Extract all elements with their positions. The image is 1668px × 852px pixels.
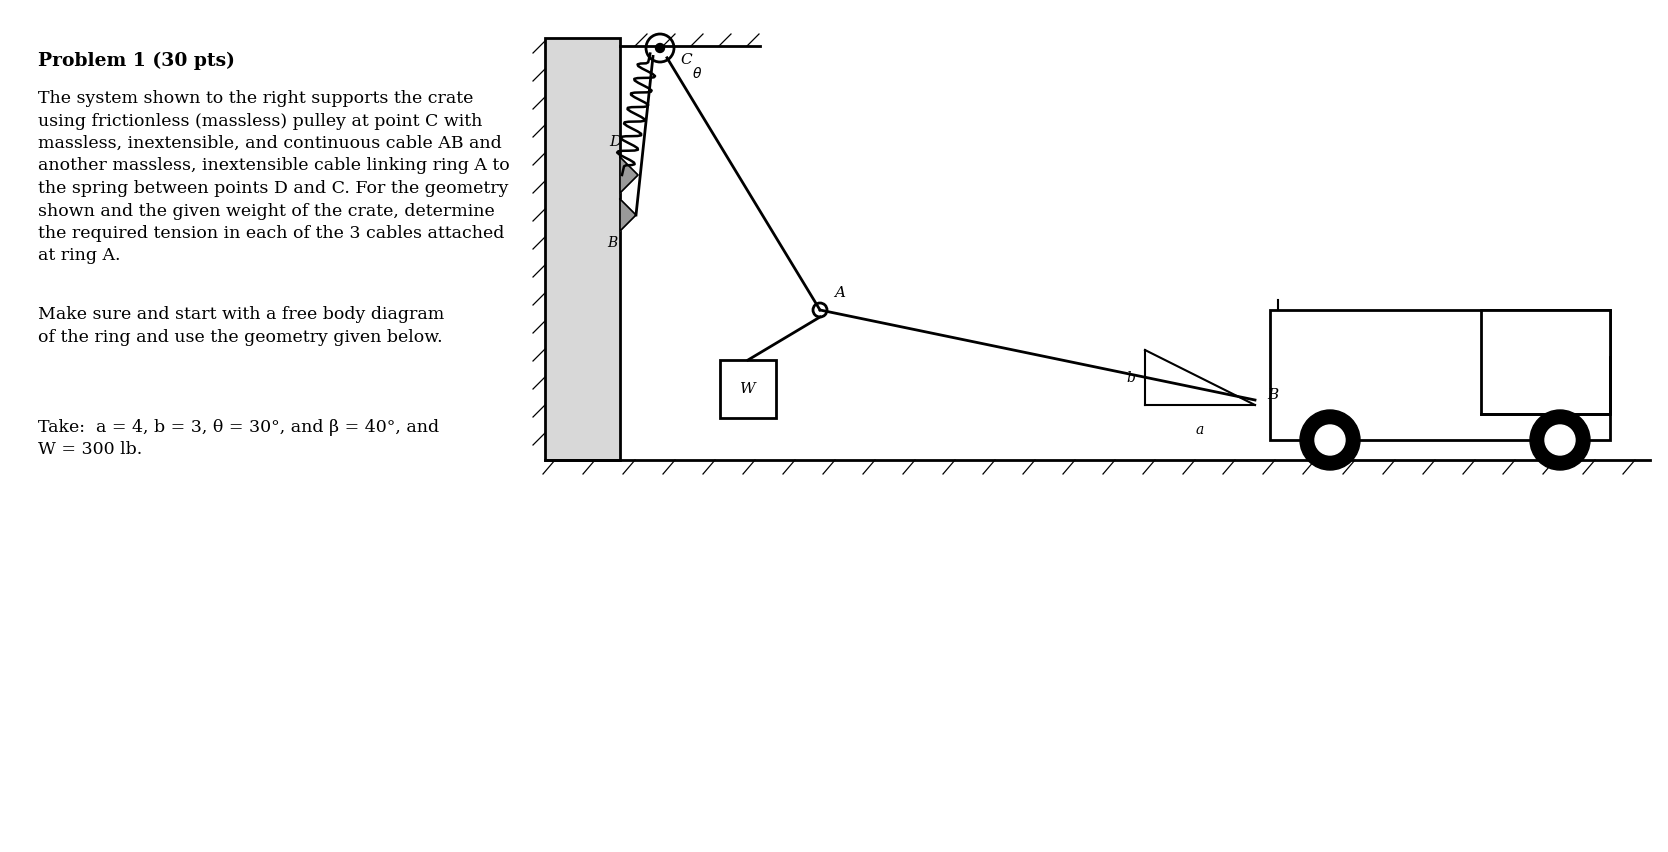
Text: $\theta$: $\theta$ (692, 66, 702, 81)
Bar (545, 38, 620, 460)
Polygon shape (620, 199, 636, 231)
Text: Make sure and start with a free body diagram: Make sure and start with a free body dia… (38, 306, 444, 323)
Text: at ring A.: at ring A. (38, 247, 120, 264)
Text: Take:  a = 4, b = 3, θ = 30°, and β = 40°, and: Take: a = 4, b = 3, θ = 30°, and β = 40°… (38, 419, 439, 436)
Text: B: B (1268, 388, 1278, 402)
Text: B: B (607, 236, 617, 250)
Circle shape (1314, 425, 1344, 455)
Text: A: A (834, 286, 846, 300)
Text: a: a (1196, 423, 1204, 437)
Circle shape (1299, 410, 1359, 470)
Circle shape (1545, 425, 1575, 455)
Text: Problem 1 (30 pts): Problem 1 (30 pts) (38, 52, 235, 70)
Text: W: W (741, 382, 756, 396)
Bar (1269, 310, 1610, 440)
Text: of the ring and use the geometry given below.: of the ring and use the geometry given b… (38, 329, 442, 346)
Text: using frictionless (massless) pulley at point C with: using frictionless (massless) pulley at … (38, 112, 482, 130)
Text: another massless, inextensible cable linking ring A to: another massless, inextensible cable lin… (38, 158, 510, 175)
Text: the required tension in each of the 3 cables attached: the required tension in each of the 3 ca… (38, 225, 504, 242)
Circle shape (656, 43, 664, 53)
Text: D: D (609, 135, 620, 149)
Text: b: b (1126, 371, 1136, 384)
Polygon shape (620, 157, 637, 193)
Text: massless, inextensible, and continuous cable AB and: massless, inextensible, and continuous c… (38, 135, 502, 152)
Text: C: C (681, 53, 692, 67)
Text: the spring between points D and C. For the geometry: the spring between points D and C. For t… (38, 180, 509, 197)
Bar (721, 360, 776, 418)
Text: W = 300 lb.: W = 300 lb. (38, 441, 142, 458)
Bar (1481, 310, 1610, 414)
Circle shape (1530, 410, 1590, 470)
Text: shown and the given weight of the crate, determine: shown and the given weight of the crate,… (38, 203, 495, 220)
Text: The system shown to the right supports the crate: The system shown to the right supports t… (38, 90, 474, 107)
